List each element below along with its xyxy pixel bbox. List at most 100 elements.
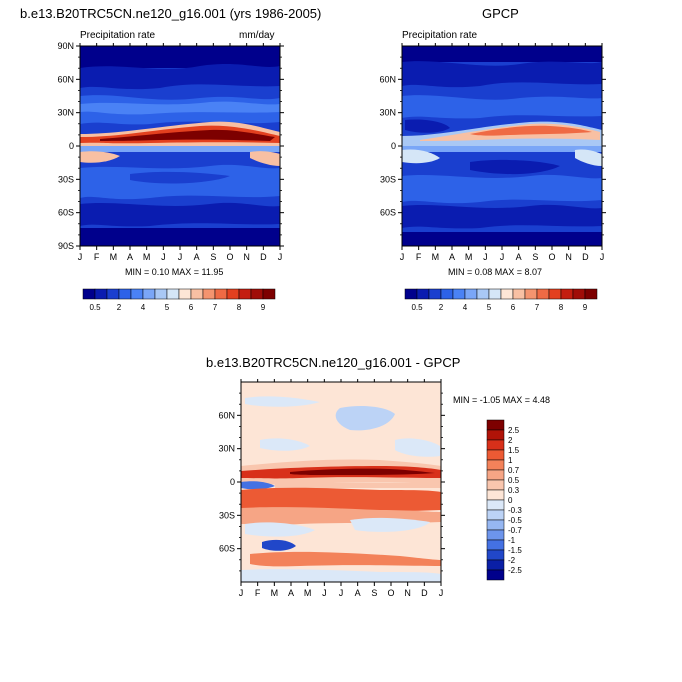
diff-colorbar-swatch xyxy=(486,509,505,521)
diff-equator-negative-left xyxy=(241,481,275,490)
diff-equator-light-strip xyxy=(275,483,441,488)
diff-colorbar-swatch xyxy=(486,419,505,431)
panel-model-plot xyxy=(80,46,280,246)
gpcp-x-tick-label: F xyxy=(416,252,422,262)
diff-colorbar: 2.521.510.70.50.30-0.3-0.5-0.7-1-1.5-2-2… xyxy=(486,419,522,581)
diff-x-tick-label: A xyxy=(288,588,294,598)
model-y-tick-label: 60S xyxy=(58,208,74,218)
model-south-itcz-right xyxy=(250,151,280,166)
gpcp-x-tick-label: A xyxy=(449,252,455,262)
model-x-tick-label: J xyxy=(78,252,83,262)
model-colorbar-swatch xyxy=(142,288,156,300)
diff-colorbar-label: 2 xyxy=(508,436,513,445)
gpcp-colorbar-label: 4 xyxy=(463,303,468,312)
diff-x-tick-label: F xyxy=(255,588,261,598)
model-x-tick-label: M xyxy=(143,252,151,262)
diff-x-tick-label: N xyxy=(404,588,411,598)
model-x-tick-label: F xyxy=(94,252,100,262)
model-south-dry-zone xyxy=(130,171,230,184)
model-x-tick-label: O xyxy=(226,252,233,262)
model-colorbar-swatch xyxy=(202,288,216,300)
gpcp-y-tick-label: 60S xyxy=(380,208,396,218)
model-colorbar-label: 8 xyxy=(237,303,242,312)
model-north-polar-band xyxy=(80,46,280,68)
diff-colorbar-label: -0.5 xyxy=(508,516,522,525)
model-colorbar-swatch xyxy=(154,288,168,300)
model-colorbar-swatch xyxy=(82,288,96,300)
gpcp-colorbar-swatch xyxy=(488,288,502,300)
model-north-storm-light xyxy=(80,101,280,115)
diff-colorbar-label: -1.5 xyxy=(508,546,522,555)
diff-x-tick-label: D xyxy=(421,588,428,598)
gpcp-colorbar-swatch xyxy=(452,288,466,300)
gpcp-colorbar-swatch xyxy=(500,288,514,300)
panel-diff-plot xyxy=(241,382,441,582)
diff-colorbar-swatch xyxy=(486,519,505,531)
model-colorbar-swatch xyxy=(250,288,264,300)
diff-south-negative-patch-2 xyxy=(245,522,315,537)
model-y-tick-label: 60N xyxy=(57,74,74,84)
diff-x-tick-label: J xyxy=(339,588,344,598)
gpcp-equator-dry-strip xyxy=(402,146,602,152)
model-colorbar-swatch xyxy=(262,288,276,300)
diff-y-tick-label: 30S xyxy=(219,510,235,520)
model-south-itcz-left xyxy=(80,151,120,163)
model-south-storm-band xyxy=(80,202,280,227)
model-x-tick-label: S xyxy=(210,252,216,262)
model-colorbar-swatch xyxy=(226,288,240,300)
diff-y-tick-label: 0 xyxy=(230,477,235,487)
model-y-tick-label: 0 xyxy=(69,141,74,151)
gpcp-south-itcz-left xyxy=(402,149,440,164)
gpcp-x-tick-label: J xyxy=(483,252,488,262)
diff-x-tick-label: M xyxy=(271,588,279,598)
diff-colorbar-swatch xyxy=(486,469,505,481)
panel-gpcp-plot xyxy=(402,46,602,246)
gpcp-colorbar-swatch xyxy=(464,288,478,300)
model-y-tick-label: 90N xyxy=(57,41,74,51)
gpcp-y-tick-label: 0 xyxy=(391,141,396,151)
gpcp-itcz-core xyxy=(470,125,592,136)
gpcp-south-dry-zone xyxy=(470,159,560,175)
gpcp-colorbar-swatch xyxy=(440,288,454,300)
diff-north-negative-patch-4 xyxy=(260,438,310,451)
model-panel-title: b.e13.B20TRC5CN.ne120_g16.001 (yrs 1986-… xyxy=(20,6,322,21)
gpcp-colorbar-swatch xyxy=(560,288,574,300)
diff-south-positive-band xyxy=(241,487,441,513)
model-colorbar-swatch xyxy=(118,288,132,300)
model-colorbar-swatch xyxy=(178,288,192,300)
diff-colorbar-label: 0 xyxy=(508,496,513,505)
model-x-tick-label: J xyxy=(278,252,283,262)
diff-south-polar-negative xyxy=(241,569,441,582)
model-colorbar: 0.5 2 4 5 6 7 8 9 xyxy=(82,288,276,312)
gpcp-colorbar-label: 7 xyxy=(535,303,540,312)
diff-north-negative-patch-1 xyxy=(245,396,320,407)
diff-x-tick-label: S xyxy=(371,588,377,598)
gpcp-x-tick-label: J xyxy=(500,252,505,262)
gpcp-north-mid-band xyxy=(402,61,602,88)
model-south-polar-band xyxy=(80,228,280,246)
diff-colorbar-label: 0.5 xyxy=(508,476,520,485)
diff-colorbar-label: -0.3 xyxy=(508,506,522,515)
diff-min-max: MIN = -1.05 MAX = 4.48 xyxy=(453,395,551,405)
model-x-tick-label: A xyxy=(127,252,133,262)
gpcp-north-polar-band xyxy=(402,46,602,62)
model-units-label: mm/day xyxy=(239,30,275,41)
model-colorbar-label: 2 xyxy=(117,303,122,312)
gpcp-south-itcz-right xyxy=(575,149,602,166)
model-y-tick-label: 90S xyxy=(58,241,74,251)
diff-south-negative-patch-1 xyxy=(350,517,430,532)
gpcp-panel-title: GPCP xyxy=(482,6,519,21)
diff-colorbar-label: -1 xyxy=(508,536,516,545)
gpcp-y-tick-label: 30N xyxy=(379,108,396,118)
diff-colorbar-swatch xyxy=(486,479,505,491)
diff-colorbar-swatch xyxy=(486,529,505,541)
gpcp-x-tick-label: M xyxy=(465,252,473,262)
gpcp-colorbar-swatch xyxy=(476,288,490,300)
model-colorbar-label: 6 xyxy=(189,303,194,312)
diff-colorbar-swatch xyxy=(486,539,505,551)
model-colorbar-label: 9 xyxy=(261,303,266,312)
gpcp-colorbar-swatch xyxy=(524,288,538,300)
gpcp-north-storm-band xyxy=(402,95,602,119)
gpcp-colorbar-label: 8 xyxy=(559,303,564,312)
